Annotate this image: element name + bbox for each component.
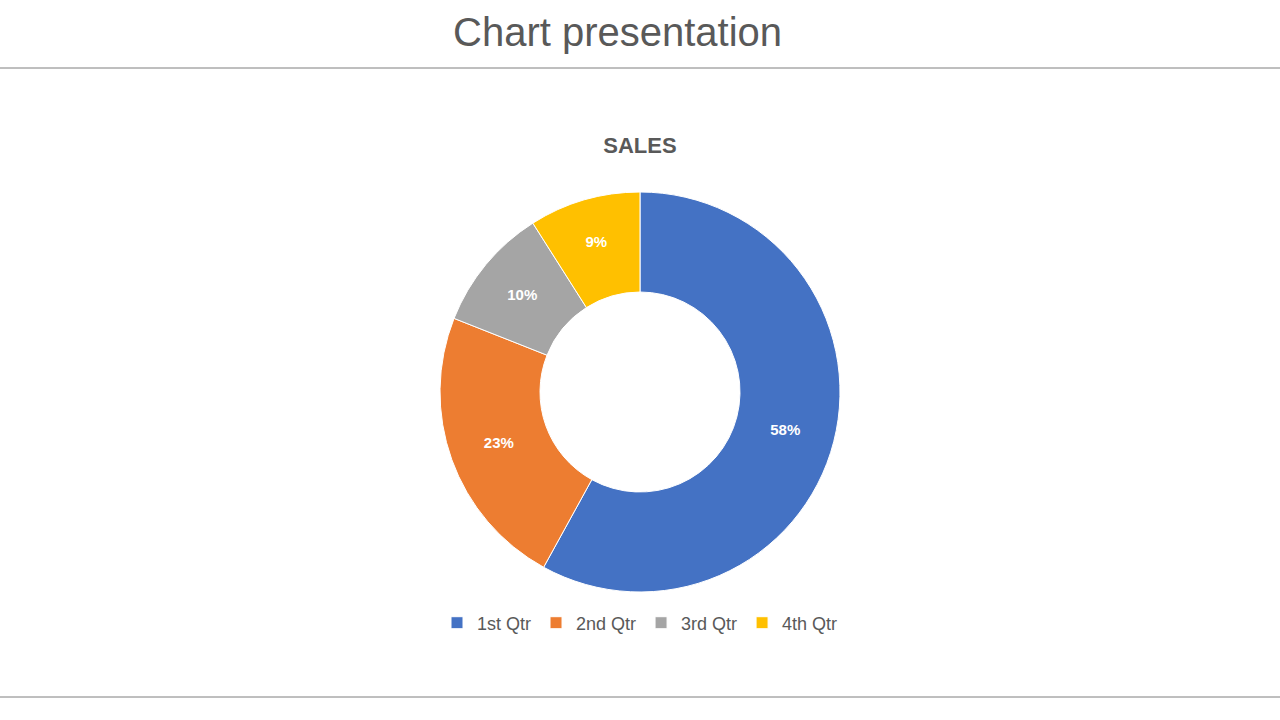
svg-text:23%: 23% [484,434,514,451]
svg-text:2nd Qtr: 2nd Qtr [576,614,636,634]
svg-text:3rd Qtr: 3rd Qtr [681,614,737,634]
svg-text:58%: 58% [770,421,800,438]
svg-text:4th Qtr: 4th Qtr [782,614,837,634]
svg-text:SALES: SALES [603,133,676,158]
svg-text:1st Qtr: 1st Qtr [477,614,531,634]
svg-text:Chart presentation: Chart presentation [453,10,782,54]
svg-text:10%: 10% [507,286,537,303]
svg-text:9%: 9% [586,233,608,250]
